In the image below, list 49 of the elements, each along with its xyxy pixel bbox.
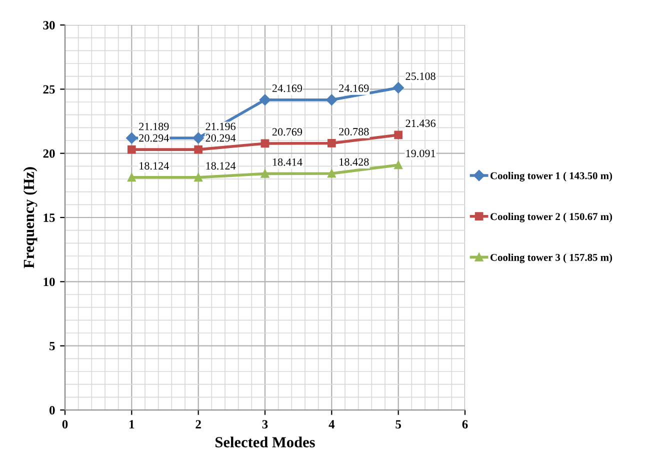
point <box>326 94 338 106</box>
point <box>328 139 336 148</box>
point <box>260 170 270 178</box>
data-label: 20.788 <box>339 128 369 136</box>
y-tick-label: 5 <box>50 342 55 350</box>
y-axis-title: Frequency (Hz) <box>23 167 38 268</box>
data-label: 18.414 <box>272 158 302 166</box>
legend-label: Cooling tower 2 ( 150.67 m) <box>490 212 612 222</box>
y-tick-label: 25 <box>43 85 55 94</box>
legend-label: Cooling tower 3 ( 157.85 m) <box>490 254 612 264</box>
x-axis-title: Selected Modes <box>216 436 315 448</box>
x-tick-label: 0 <box>62 420 68 429</box>
y-tick-label: 0 <box>50 406 55 414</box>
data-label: 20.294 <box>139 134 169 142</box>
data-label: 18.124 <box>206 162 236 170</box>
data-label: 20.769 <box>272 128 302 136</box>
point <box>128 145 136 154</box>
point <box>394 160 402 170</box>
y-tick-label: 20 <box>43 149 55 158</box>
point <box>260 139 270 148</box>
x-tick-label: 3 <box>262 420 268 429</box>
point <box>194 145 202 154</box>
data-label: 20.294 <box>206 134 236 142</box>
data-label: 24.169 <box>339 84 369 92</box>
point <box>394 130 402 140</box>
x-tick-label: 6 <box>462 420 468 429</box>
point <box>128 173 136 182</box>
y-tick-label: 15 <box>44 214 55 222</box>
x-tick-label: 5 <box>396 420 401 429</box>
point <box>194 173 202 182</box>
data-label: 24.169 <box>272 84 302 92</box>
data-label: 18.124 <box>140 162 169 170</box>
data-label: 18.428 <box>340 158 369 166</box>
point <box>259 94 271 106</box>
y-tick-label: 10 <box>44 278 55 286</box>
x-tick-label: 2 <box>196 420 201 428</box>
point <box>192 132 204 144</box>
point <box>328 169 336 178</box>
data-label: 21.436 <box>406 120 436 128</box>
point <box>392 82 404 94</box>
data-label: 21.196 <box>206 122 236 130</box>
x-tick-label: 1 <box>130 420 134 428</box>
point <box>126 132 138 144</box>
data-label: 19.091 <box>406 150 436 158</box>
data-label: 21.189 <box>139 122 169 130</box>
data-label: 25.108 <box>406 72 436 80</box>
legend-label: Cooling tower 1 ( 143.50 m) <box>490 172 612 182</box>
x-tick-label: 4 <box>328 420 335 428</box>
y-tick-label: 30 <box>43 21 55 30</box>
